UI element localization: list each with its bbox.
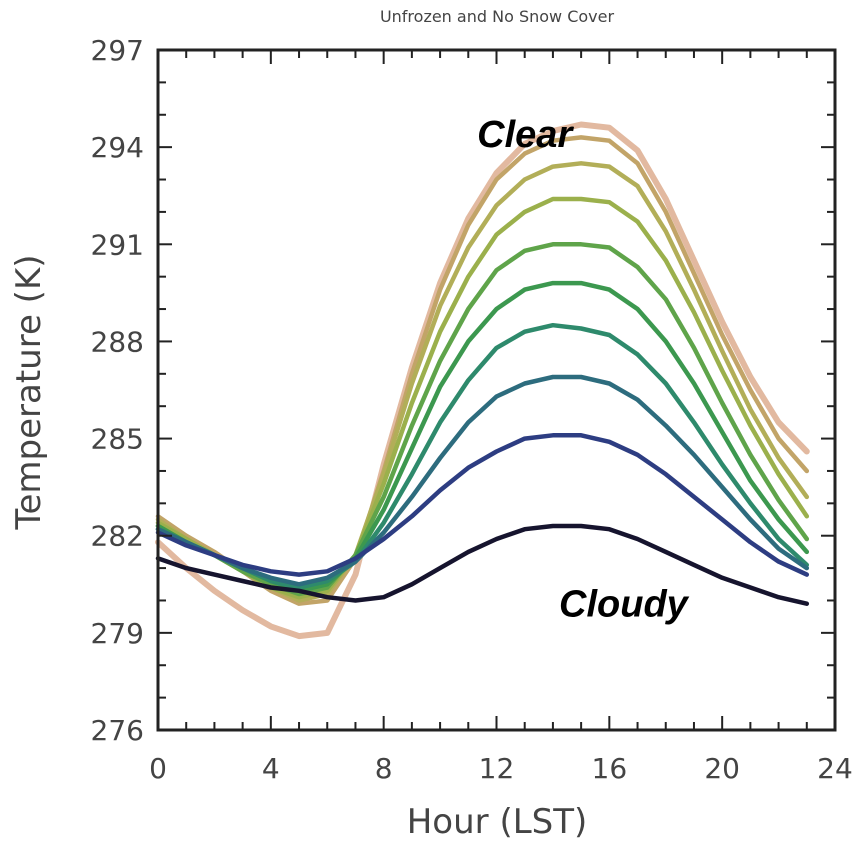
series-layer (155, 121, 810, 640)
series-line-9 (155, 433, 810, 577)
series-line-10 (155, 523, 810, 606)
x-tick-label: 0 (149, 752, 167, 785)
series-line-8 (155, 374, 810, 587)
tick-layer: 0 4 8 12 16 20 24 276 279 282 285 288 291 294 297 (91, 34, 853, 785)
y-axis-title: Temperature (K) (9, 254, 49, 530)
y-tick-label: 282 (91, 520, 144, 553)
series-line-5 (155, 242, 810, 597)
annotation-layer: Clear Cloudy (477, 114, 690, 626)
x-tick-label: 16 (592, 752, 628, 785)
series-line-2 (155, 135, 810, 606)
x-axis-title: Hour (LST) (407, 802, 588, 842)
chart-title: Unfrozen and No Snow Cover (380, 7, 615, 26)
series-line-4 (155, 196, 810, 600)
x-tick-label: 20 (704, 752, 740, 785)
y-tick-label: 297 (91, 34, 144, 67)
x-tick-label: 8 (375, 752, 393, 785)
y-tick-label: 276 (91, 714, 144, 747)
x-tick-label: 12 (479, 752, 515, 785)
x-tick-label: 24 (817, 752, 853, 785)
y-tick-label: 279 (91, 617, 144, 650)
series-line-1 (155, 121, 810, 640)
x-tick-label: 4 (262, 752, 280, 785)
y-tick-label: 294 (91, 131, 144, 164)
annotation-clear: Clear (477, 114, 574, 156)
y-tick-label: 288 (91, 325, 144, 358)
annotation-cloudy: Cloudy (559, 584, 690, 626)
y-tick-label: 291 (91, 228, 144, 261)
y-tick-label: 285 (91, 423, 144, 456)
series-line-7 (155, 322, 810, 590)
